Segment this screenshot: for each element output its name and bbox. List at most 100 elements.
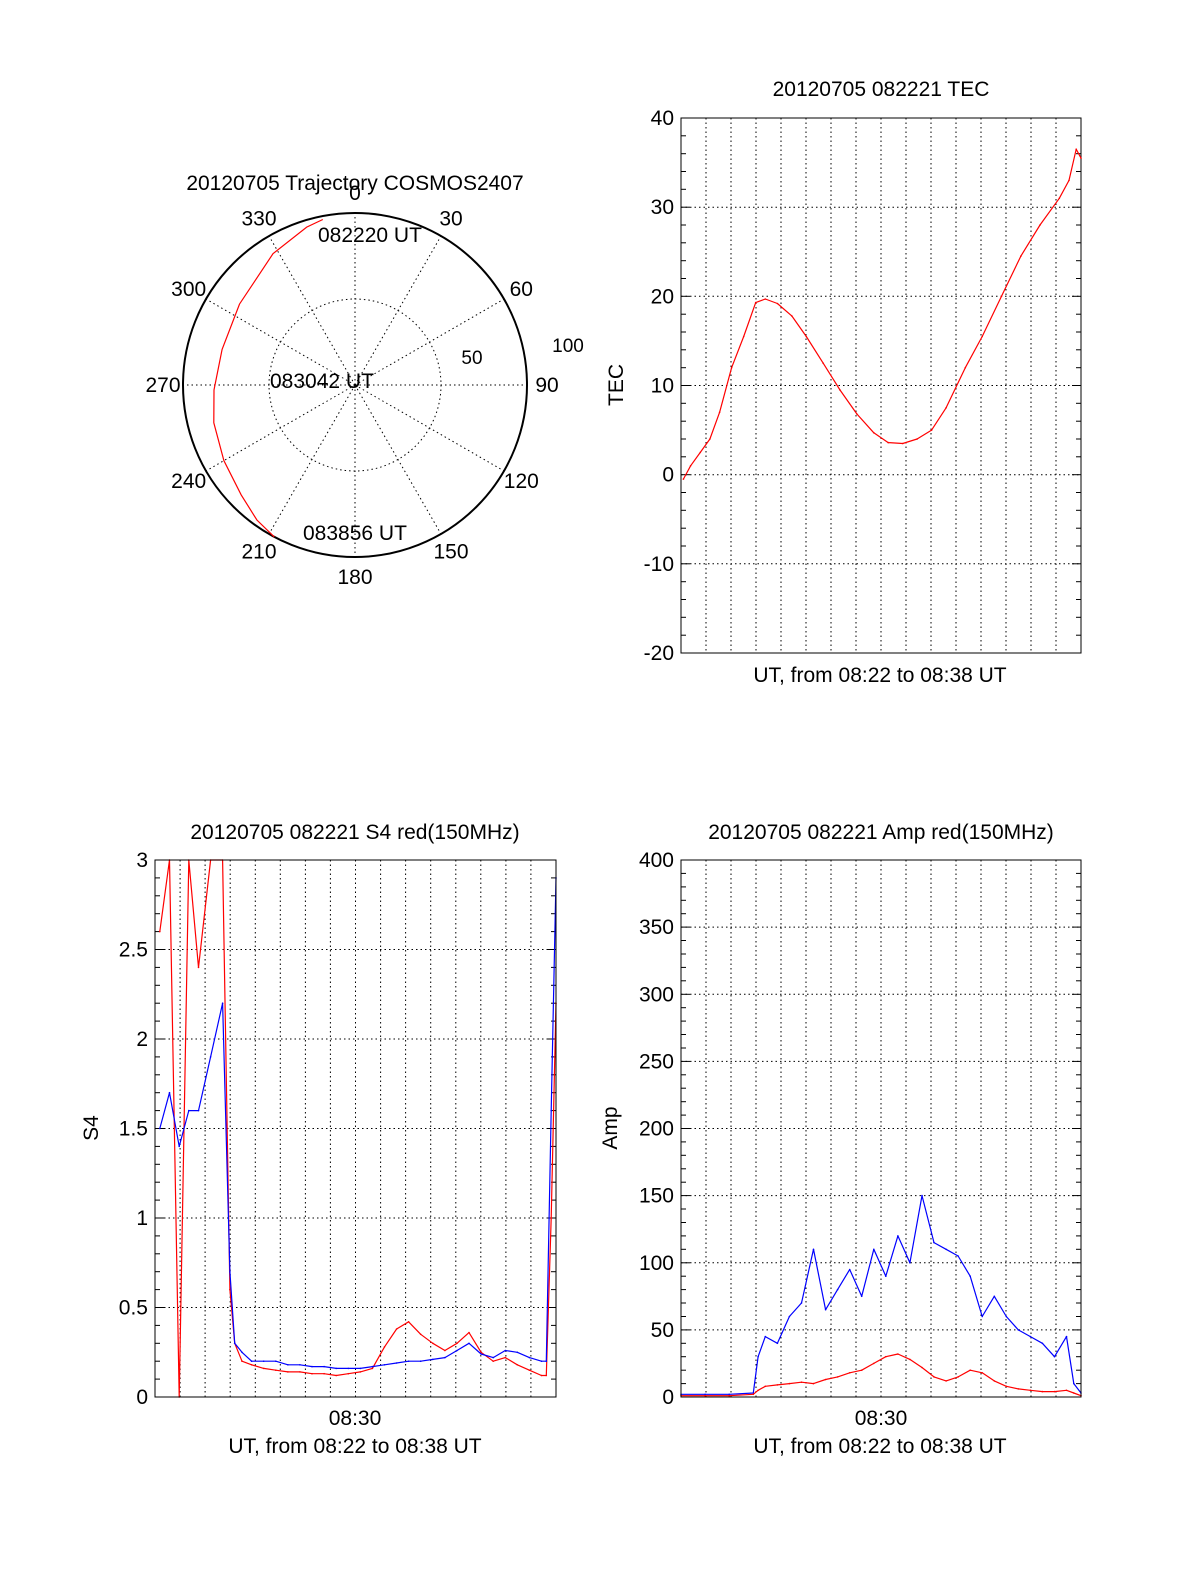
s4-data-point xyxy=(468,1342,470,1345)
azimuth-label: 240 xyxy=(171,470,206,493)
s4-data-point xyxy=(347,1372,350,1375)
amp-data-point xyxy=(1041,1390,1044,1393)
amp-data-point xyxy=(824,1308,827,1311)
azimuth-spoke xyxy=(354,298,505,386)
s4-data-point xyxy=(528,1369,531,1371)
tec-y-tick-label: 20 xyxy=(651,285,674,308)
point-label-mid: 083042 UT xyxy=(270,370,374,393)
s4-data-point xyxy=(233,1342,236,1345)
tec-y-tick-labels: 40 30 20 10 0 -10 -20 xyxy=(644,107,674,665)
s4-data-point xyxy=(419,1360,422,1362)
amp-data-point xyxy=(993,1295,996,1298)
amp-y-tick-label: 250 xyxy=(639,1050,674,1073)
amp-data-point xyxy=(921,1366,923,1369)
amp-data-point xyxy=(764,1335,767,1338)
s4-data-point xyxy=(323,1365,325,1368)
azimuth-spoke xyxy=(205,298,356,386)
s4-minor-ticks xyxy=(155,877,556,1380)
amp-data-point xyxy=(945,1380,947,1382)
tec-data-point xyxy=(754,301,757,304)
s4-data-point xyxy=(432,1358,434,1361)
s4-data-point xyxy=(335,1367,338,1370)
amp-data-point xyxy=(824,1378,827,1381)
s4-data-point xyxy=(229,1288,231,1291)
tec-data-point xyxy=(981,335,983,338)
amp-data-point xyxy=(957,1255,959,1257)
amp-data-point xyxy=(885,1275,887,1277)
tec-data-point xyxy=(1058,197,1061,200)
s4-y-tick-label: 2 xyxy=(136,1028,148,1051)
amp-y-tick-label: 400 xyxy=(639,849,674,872)
amp-data-point xyxy=(1005,1315,1008,1318)
amp-data-point xyxy=(873,1248,875,1251)
amp-x-axis-label: UT, from 08:22 to 08:38 UT xyxy=(753,1435,1006,1458)
tec-y-tick-label: -20 xyxy=(644,642,674,665)
amp-chart: 20120705 082221 Amp red(150MHz) 400 350 30… xyxy=(599,821,1082,1458)
amp-data-point xyxy=(812,1382,815,1385)
amp-data-point xyxy=(1065,1389,1068,1392)
s4-data-point xyxy=(299,1371,301,1373)
trajectory-line xyxy=(213,218,324,538)
s4-data-point xyxy=(262,1360,265,1362)
amp-data-point xyxy=(848,1268,851,1271)
s4-data-point xyxy=(444,1356,446,1359)
azimuth-label: 120 xyxy=(504,470,539,493)
amp-data-point xyxy=(788,1315,791,1318)
azimuth-label: 90 xyxy=(535,374,558,397)
amp-plot-frame xyxy=(680,859,1082,1398)
azimuth-spokes xyxy=(183,213,527,557)
tec-data-point xyxy=(682,478,685,480)
s4-data-point xyxy=(383,1364,386,1366)
s4-data-point xyxy=(444,1349,446,1352)
amp-data-point xyxy=(776,1384,779,1386)
azimuth-label: 300 xyxy=(171,278,206,301)
s4-data-point xyxy=(250,1360,253,1362)
amp-data-point xyxy=(776,1342,779,1345)
s4-data-point xyxy=(383,1346,386,1348)
s4-data-point xyxy=(250,1364,253,1366)
amp-data-point xyxy=(957,1376,959,1378)
amp-data-point xyxy=(1029,1335,1032,1338)
s4-data-point xyxy=(168,1091,171,1094)
tec-data-point xyxy=(887,441,889,444)
tec-minor-ticks xyxy=(681,135,1081,636)
elevation-ring-label-50: 50 xyxy=(461,348,482,369)
s4-data-point xyxy=(492,1356,495,1359)
s4-data-point xyxy=(528,1356,531,1359)
tec-data-point xyxy=(873,432,875,434)
tec-data-point xyxy=(1039,224,1041,226)
s4-title: 20120705 082221 S4 red(150MHz) xyxy=(190,821,519,844)
s4-data-point xyxy=(323,1372,325,1375)
amp-minor-ticks xyxy=(681,872,1081,1385)
amp-y-tick-label: 300 xyxy=(639,983,674,1006)
s4-data-point xyxy=(456,1342,458,1345)
amp-data-point xyxy=(1065,1335,1068,1338)
s4-y-tick-label: 0.5 xyxy=(119,1297,148,1320)
amp-data-point xyxy=(752,1393,755,1396)
amp-data-point xyxy=(897,1353,899,1355)
tec-data-point xyxy=(1075,148,1077,150)
s4-data-point xyxy=(197,966,200,969)
point-label-end: 083856 UT xyxy=(303,522,407,545)
amp-y-tick-label: 150 xyxy=(639,1185,674,1208)
s4-data-point xyxy=(550,1109,552,1112)
s4-y-tick-label: 1 xyxy=(136,1207,148,1230)
amp-data-point xyxy=(909,1262,911,1264)
tec-data-point xyxy=(709,438,711,440)
tec-data-point xyxy=(930,429,933,431)
tec-data-point xyxy=(1068,179,1070,182)
s4-y-tick-label: 0 xyxy=(136,1386,148,1409)
s4-data-point xyxy=(540,1374,543,1377)
amp-data-point xyxy=(1053,1355,1056,1358)
s4-data-point xyxy=(540,1360,543,1362)
s4-data-point xyxy=(545,1360,548,1362)
amp-data-point xyxy=(1017,1388,1020,1390)
s4-data-point xyxy=(311,1372,313,1375)
s4-data-point xyxy=(456,1349,458,1352)
s4-data-point xyxy=(359,1371,362,1373)
s4-series-blue-line xyxy=(159,877,557,1369)
amp-grid xyxy=(681,860,1081,1397)
s4-data-point xyxy=(287,1371,289,1373)
amp-data-point xyxy=(993,1380,996,1382)
